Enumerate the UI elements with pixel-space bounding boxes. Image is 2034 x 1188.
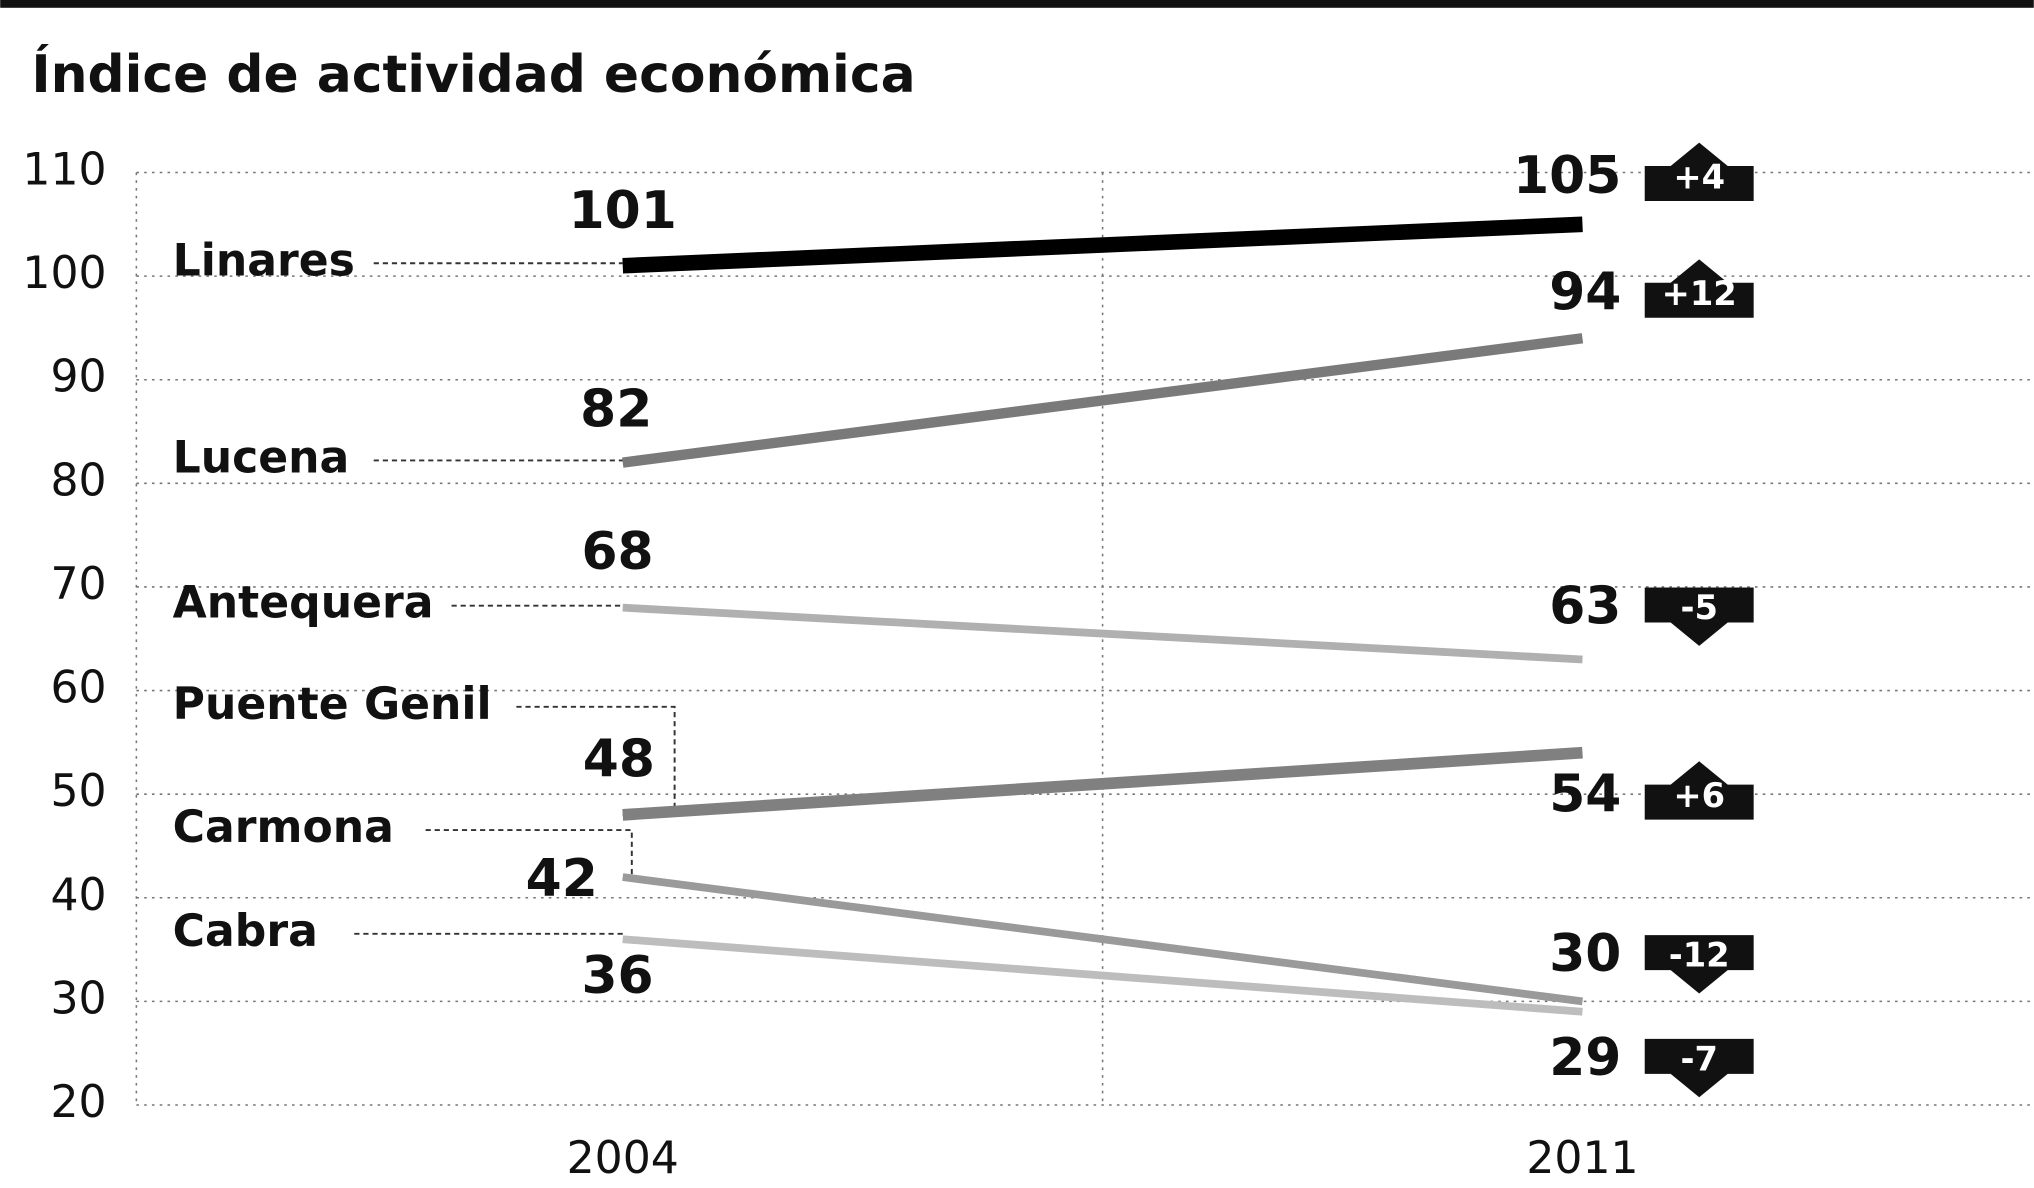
slope-line <box>622 935 1583 1016</box>
value-label: 68 <box>581 522 653 582</box>
series-name: Puente Genil <box>173 679 492 730</box>
y-tick-label: 30 <box>50 973 106 1024</box>
series-name: Antequera <box>173 578 434 629</box>
slope-line <box>622 873 1583 1006</box>
value-label: 105 <box>1513 146 1621 206</box>
series-name: Carmona <box>173 802 394 853</box>
value-label: 94 <box>1549 263 1621 323</box>
change-label: +4 <box>1673 157 1725 196</box>
x-tick-label: 2011 <box>1526 1133 1638 1184</box>
top-rule <box>0 0 2034 8</box>
y-tick-label: 70 <box>50 559 106 610</box>
y-tick-label: 110 <box>22 144 106 195</box>
value-label: 101 <box>569 181 677 241</box>
value-label: 48 <box>583 730 655 790</box>
change-label: +6 <box>1673 776 1725 815</box>
slope-line <box>622 216 1583 274</box>
slope-line <box>622 603 1583 664</box>
slope-line <box>622 333 1584 468</box>
slope-line <box>622 746 1583 821</box>
change-badge <box>1644 259 1754 318</box>
series-name: Linares <box>173 235 355 286</box>
change-label: -7 <box>1680 1039 1717 1078</box>
change-label: -5 <box>1680 588 1717 627</box>
value-label: 63 <box>1549 577 1621 637</box>
change-badge <box>1644 142 1754 202</box>
value-label: 36 <box>581 946 653 1006</box>
change-badge <box>1644 935 1754 994</box>
change-badge <box>1644 761 1754 820</box>
y-tick-label: 40 <box>50 870 106 921</box>
change-badge <box>1644 587 1754 646</box>
change-badge <box>1644 1038 1754 1098</box>
y-tick-label: 60 <box>50 663 106 714</box>
value-label: 42 <box>526 849 598 909</box>
value-label: 82 <box>580 379 652 439</box>
value-label: 29 <box>1549 1028 1621 1088</box>
y-tick-label: 100 <box>22 248 106 299</box>
y-tick-label: 80 <box>50 455 106 506</box>
change-label: +12 <box>1662 274 1737 313</box>
value-label: 54 <box>1549 765 1621 825</box>
y-tick-label: 50 <box>50 766 106 817</box>
value-label: 30 <box>1549 924 1621 984</box>
series-name: Cabra <box>173 906 318 957</box>
y-tick-label: 20 <box>50 1077 106 1128</box>
y-tick-label: 90 <box>50 352 106 403</box>
series-name: Lucena <box>173 432 350 483</box>
chart-title: Índice de actividad económica <box>31 44 915 105</box>
x-tick-label: 2004 <box>567 1133 679 1184</box>
change-label: -12 <box>1669 936 1730 975</box>
